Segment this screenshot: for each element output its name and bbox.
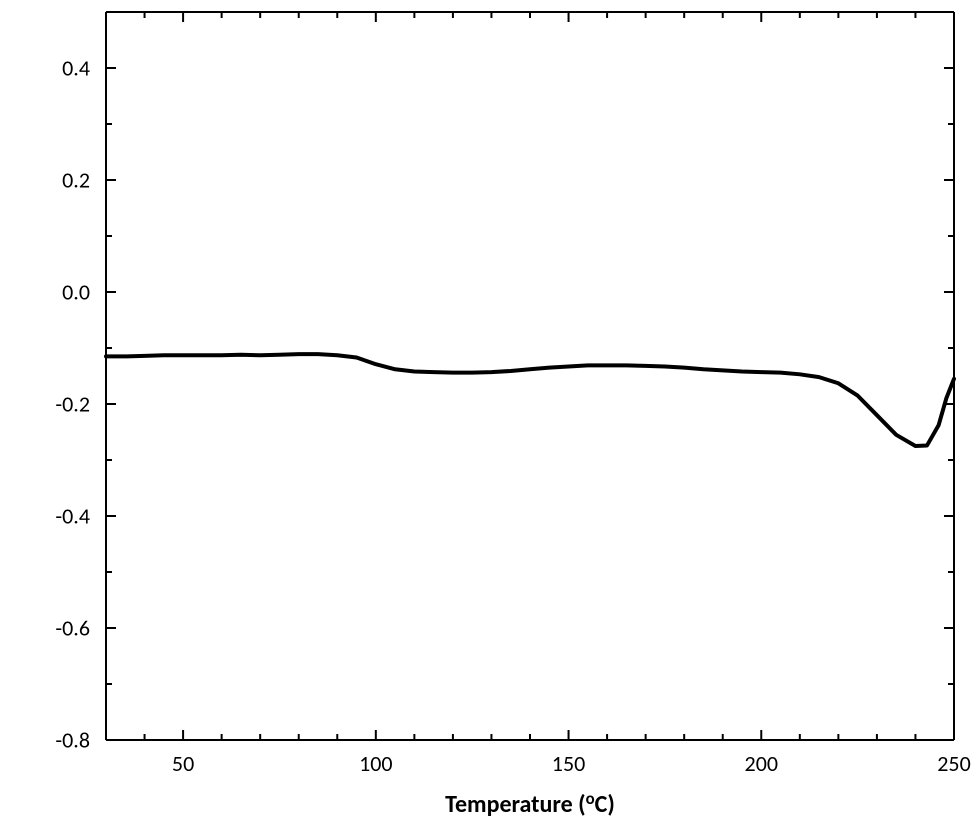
y-tick-label: -0.6 bbox=[0, 615, 90, 642]
chart-svg bbox=[0, 0, 979, 839]
y-tick-label: 0.2 bbox=[0, 167, 90, 194]
x-axis-label: Temperature (oC) bbox=[445, 790, 615, 819]
dsc-chart: -0.8 -0.6 -0.4 -0.2 0.0 0.2 0.4 50 100 150 200 250 T… bbox=[0, 0, 979, 839]
x-tick-label: 100 bbox=[359, 750, 392, 777]
y-tick-label: -0.4 bbox=[0, 503, 90, 530]
y-tick-label: -0.2 bbox=[0, 391, 90, 418]
y-tick-label: 0.4 bbox=[0, 55, 90, 82]
x-tick-label: 150 bbox=[552, 750, 585, 777]
x-tick-label: 50 bbox=[172, 750, 194, 777]
x-tick-label: 250 bbox=[937, 750, 970, 777]
y-tick-label: 0.0 bbox=[0, 279, 90, 306]
y-tick-label: -0.8 bbox=[0, 727, 90, 754]
x-tick-label: 200 bbox=[745, 750, 778, 777]
